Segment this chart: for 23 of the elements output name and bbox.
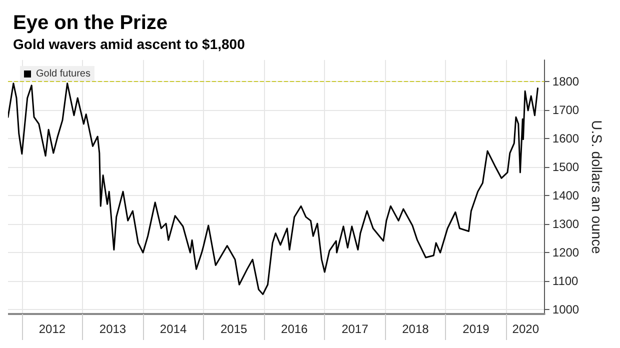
- x-tick-label: 2020: [512, 322, 540, 336]
- y-tick-label: 1000: [552, 302, 580, 317]
- y-tick-label: 1700: [552, 102, 580, 117]
- y-tick-label: 1500: [552, 160, 580, 174]
- x-tick-label: 2016: [281, 322, 308, 336]
- x-tick-label: 2014: [160, 322, 187, 336]
- x-tick-label: 2019: [462, 322, 490, 336]
- x-tick-label: 2018: [402, 322, 430, 336]
- y-tick-label: 1100: [552, 274, 579, 288]
- chart-subtitle: Gold wavers amid ascent to $1,800: [13, 36, 246, 52]
- chart-title: Eye on the Prize: [13, 12, 168, 34]
- line-series: [8, 82, 538, 296]
- x-tick-label: 2013: [99, 322, 126, 336]
- y-tick-label: 1800: [552, 74, 580, 88]
- y-axis-title: U.S. dollars an ounce: [589, 120, 605, 254]
- x-tick-label: 2015: [220, 322, 248, 336]
- x-tick-label: 2012: [38, 322, 66, 336]
- y-tick-label: 1300: [552, 217, 580, 232]
- y-tick-label: 1600: [552, 131, 580, 146]
- y-tick-label: 1200: [552, 246, 580, 260]
- x-tick-label: 2017: [342, 322, 369, 336]
- legend-label: Gold futures: [36, 68, 90, 80]
- y-tick-label: 1400: [552, 188, 580, 203]
